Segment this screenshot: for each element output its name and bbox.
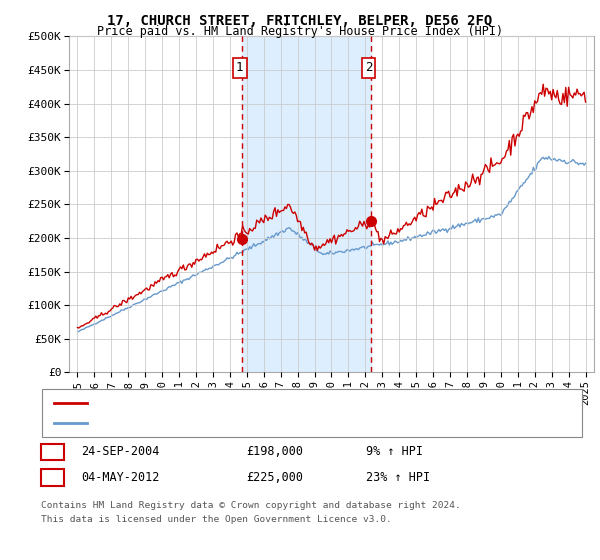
Text: 17, CHURCH STREET, FRITCHLEY, BELPER, DE56 2FQ (detached house): 17, CHURCH STREET, FRITCHLEY, BELPER, DE…	[93, 398, 487, 408]
Text: This data is licensed under the Open Government Licence v3.0.: This data is licensed under the Open Gov…	[41, 515, 392, 524]
Text: Contains HM Land Registry data © Crown copyright and database right 2024.: Contains HM Land Registry data © Crown c…	[41, 501, 461, 510]
Text: 17, CHURCH STREET, FRITCHLEY, BELPER, DE56 2FQ: 17, CHURCH STREET, FRITCHLEY, BELPER, DE…	[107, 14, 493, 28]
Text: 23% ↑ HPI: 23% ↑ HPI	[366, 470, 430, 484]
Text: 2: 2	[365, 62, 373, 74]
Bar	[242, 36, 371, 372]
Text: HPI: Average price, detached house, Amber Valley: HPI: Average price, detached house, Ambe…	[93, 418, 393, 428]
Text: 1: 1	[49, 445, 56, 459]
Text: 9% ↑ HPI: 9% ↑ HPI	[366, 445, 423, 459]
Text: 1: 1	[236, 62, 244, 74]
Text: £198,000: £198,000	[246, 445, 303, 459]
Text: £225,000: £225,000	[246, 470, 303, 484]
Text: 2: 2	[49, 470, 56, 484]
Text: 24-SEP-2004: 24-SEP-2004	[81, 445, 160, 459]
Text: 04-MAY-2012: 04-MAY-2012	[81, 470, 160, 484]
Text: Price paid vs. HM Land Registry's House Price Index (HPI): Price paid vs. HM Land Registry's House …	[97, 25, 503, 38]
